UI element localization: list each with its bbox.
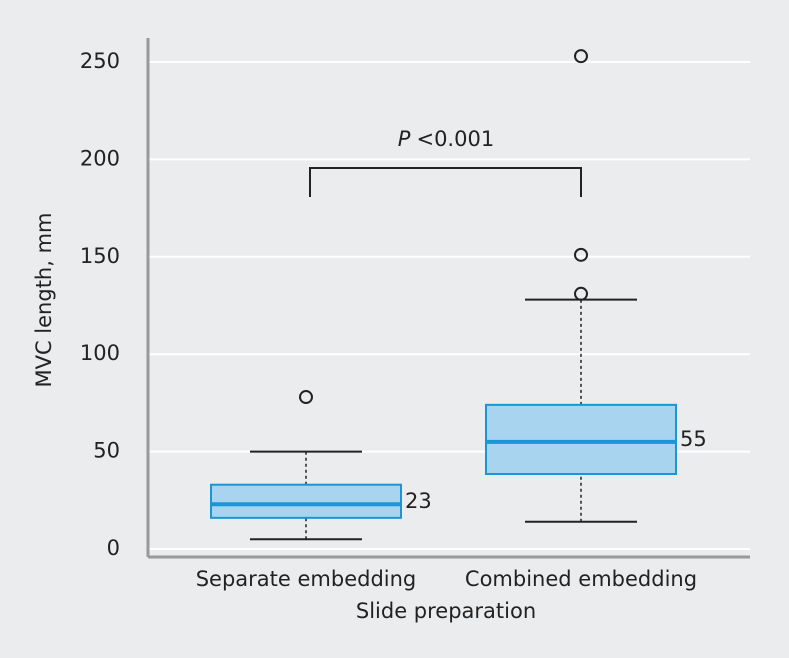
x-tick-label: Combined embedding [465,567,697,591]
significance-bracket [309,167,582,197]
outlier [574,49,588,64]
y-tick-label: 250 [80,49,120,73]
annotation-p: P [398,127,411,151]
y-tick-label: 0 [107,536,120,560]
outlier [574,247,588,262]
y-tick-label: 50 [93,439,120,463]
annotation: P <0.001 [398,127,494,151]
y-tick-label: 150 [80,244,120,268]
box [485,403,677,476]
x-tick-label: Separate embedding [196,567,417,591]
y-tick-label: 100 [80,341,120,365]
median-label: 55 [680,427,707,451]
y-tick-label: 200 [80,146,120,170]
y-axis-label: MVC length, mm [32,212,56,387]
annotation-text: <0.001 [416,127,494,151]
median-label: 23 [405,489,432,513]
outlier [574,286,588,301]
box [210,483,402,519]
x-axis-label: Slide preparation [356,599,536,623]
outlier [299,390,313,405]
